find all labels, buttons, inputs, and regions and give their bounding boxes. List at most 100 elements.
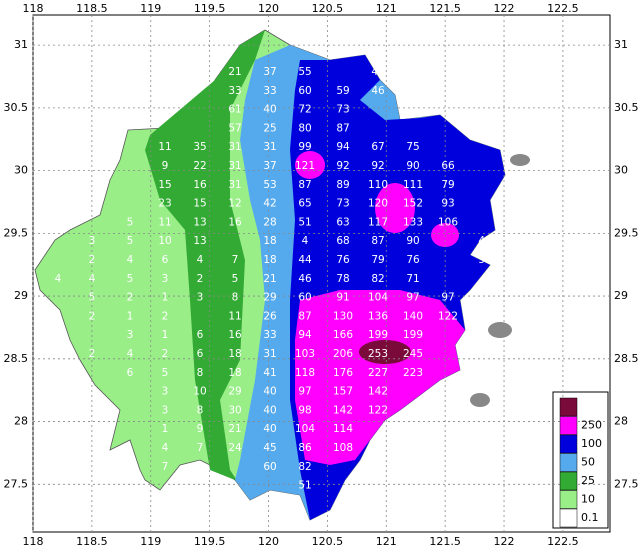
station-value: 104 xyxy=(368,292,388,304)
station-value: 18 xyxy=(228,367,241,379)
station-value: 6 xyxy=(197,348,204,360)
station-value: 86 xyxy=(298,442,312,454)
station-value: 68 xyxy=(336,235,349,247)
station-value: 82 xyxy=(371,273,384,285)
station-value: 40 xyxy=(263,423,276,435)
station-value: 133 xyxy=(403,216,423,228)
x-tick-label: 120 xyxy=(258,2,279,15)
station-value: 206 xyxy=(333,348,353,360)
station-value: 89 xyxy=(336,179,349,191)
station-value: 117 xyxy=(368,216,388,228)
station-value: 6 xyxy=(197,329,204,341)
station-value: 4 xyxy=(127,254,134,266)
station-value: 8 xyxy=(197,367,204,379)
station-value: 245 xyxy=(403,348,423,360)
station-value: 94 xyxy=(298,329,312,341)
legend-label: 250 xyxy=(581,419,602,432)
station-value: 57 xyxy=(228,122,241,134)
station-value: 2 xyxy=(197,273,204,285)
station-value: 40 xyxy=(263,386,276,398)
station-value: 97 xyxy=(441,292,454,304)
station-value: 18 xyxy=(263,235,276,247)
station-value: 103 xyxy=(295,348,315,360)
station-value: 10 xyxy=(158,235,171,247)
station-value: 122 xyxy=(368,404,388,416)
station-value: 65 xyxy=(298,198,311,210)
station-value: 21 xyxy=(263,273,276,285)
y-tick-label: 27.5 xyxy=(614,477,639,490)
station-value: 152 xyxy=(403,198,423,210)
station-value: 71 xyxy=(406,273,419,285)
station-value: 7 xyxy=(162,461,169,473)
station-value: 90 xyxy=(406,160,419,172)
station-value: 5 xyxy=(232,273,239,285)
station-value: 5 xyxy=(127,235,134,247)
station-value: 223 xyxy=(403,367,423,379)
station-value: 18 xyxy=(228,348,241,360)
station-value: 5 xyxy=(162,367,169,379)
x-tick-label: 118 xyxy=(23,535,44,548)
station-value: 4 xyxy=(302,235,309,247)
station-value: 87 xyxy=(336,122,349,134)
station-value: 2 xyxy=(89,310,96,322)
island xyxy=(488,322,512,338)
station-value: 79 xyxy=(371,254,384,266)
station-value: 3 xyxy=(162,404,169,416)
y-tick-label: 30.5 xyxy=(614,101,639,114)
station-value: 73 xyxy=(336,104,349,116)
y-tick-label: 29 xyxy=(614,289,628,302)
x-tick-label: 121 xyxy=(376,2,397,15)
station-value: 142 xyxy=(333,404,353,416)
station-value: 33 xyxy=(263,85,276,97)
x-tick-label: 122 xyxy=(494,535,515,548)
station-value: 25 xyxy=(263,122,276,134)
station-value: 31 xyxy=(228,141,241,153)
station-value: 42 xyxy=(371,66,384,78)
x-tick-label: 122 xyxy=(494,2,515,15)
station-value: 91 xyxy=(336,292,349,304)
y-tick-label: 31 xyxy=(14,38,28,51)
station-value: 11 xyxy=(228,310,241,322)
station-value: 16 xyxy=(193,179,207,191)
station-value: 3 xyxy=(197,292,204,304)
y-tick-label: 28 xyxy=(614,415,628,428)
station-value: 110 xyxy=(368,179,388,191)
station-value: 73 xyxy=(336,198,349,210)
station-value: 108 xyxy=(333,442,353,454)
station-value: 31 xyxy=(263,141,276,153)
station-value: 227 xyxy=(368,367,388,379)
x-tick-label: 118.5 xyxy=(76,535,108,548)
legend-label: 50 xyxy=(581,456,595,469)
station-value: 92 xyxy=(371,160,384,172)
station-value: 94 xyxy=(336,141,350,153)
station-value: 31 xyxy=(263,348,276,360)
station-value: 41 xyxy=(263,367,276,379)
y-tick-label: 31 xyxy=(614,38,628,51)
station-value: 10 xyxy=(193,386,206,398)
x-tick-label: 119 xyxy=(140,535,161,548)
station-value: 3 xyxy=(89,235,96,247)
station-value: 9 xyxy=(197,423,204,435)
legend-swatch xyxy=(559,397,578,417)
station-value: 15 xyxy=(193,198,206,210)
station-value: 33 xyxy=(263,329,276,341)
station-value: 5 xyxy=(89,292,96,304)
station-value: 40 xyxy=(263,104,276,116)
legend-swatch xyxy=(559,508,578,528)
station-value: 66 xyxy=(441,160,455,172)
y-tick-label: 30.5 xyxy=(4,101,29,114)
station-value: 7 xyxy=(232,254,239,266)
station-value: 92 xyxy=(336,160,349,172)
station-value: 18 xyxy=(263,254,276,266)
station-value: 60 xyxy=(298,292,311,304)
x-tick-label: 121 xyxy=(376,535,397,548)
x-tick-label: 119 xyxy=(140,2,161,15)
station-value: 46 xyxy=(371,85,385,97)
station-value: 80 xyxy=(298,122,311,134)
station-value: 253 xyxy=(368,348,388,360)
station-value: 78 xyxy=(336,273,349,285)
station-value: 26 xyxy=(263,310,277,322)
x-tick-label: 122.5 xyxy=(547,2,579,15)
station-value: 87 xyxy=(298,310,311,322)
